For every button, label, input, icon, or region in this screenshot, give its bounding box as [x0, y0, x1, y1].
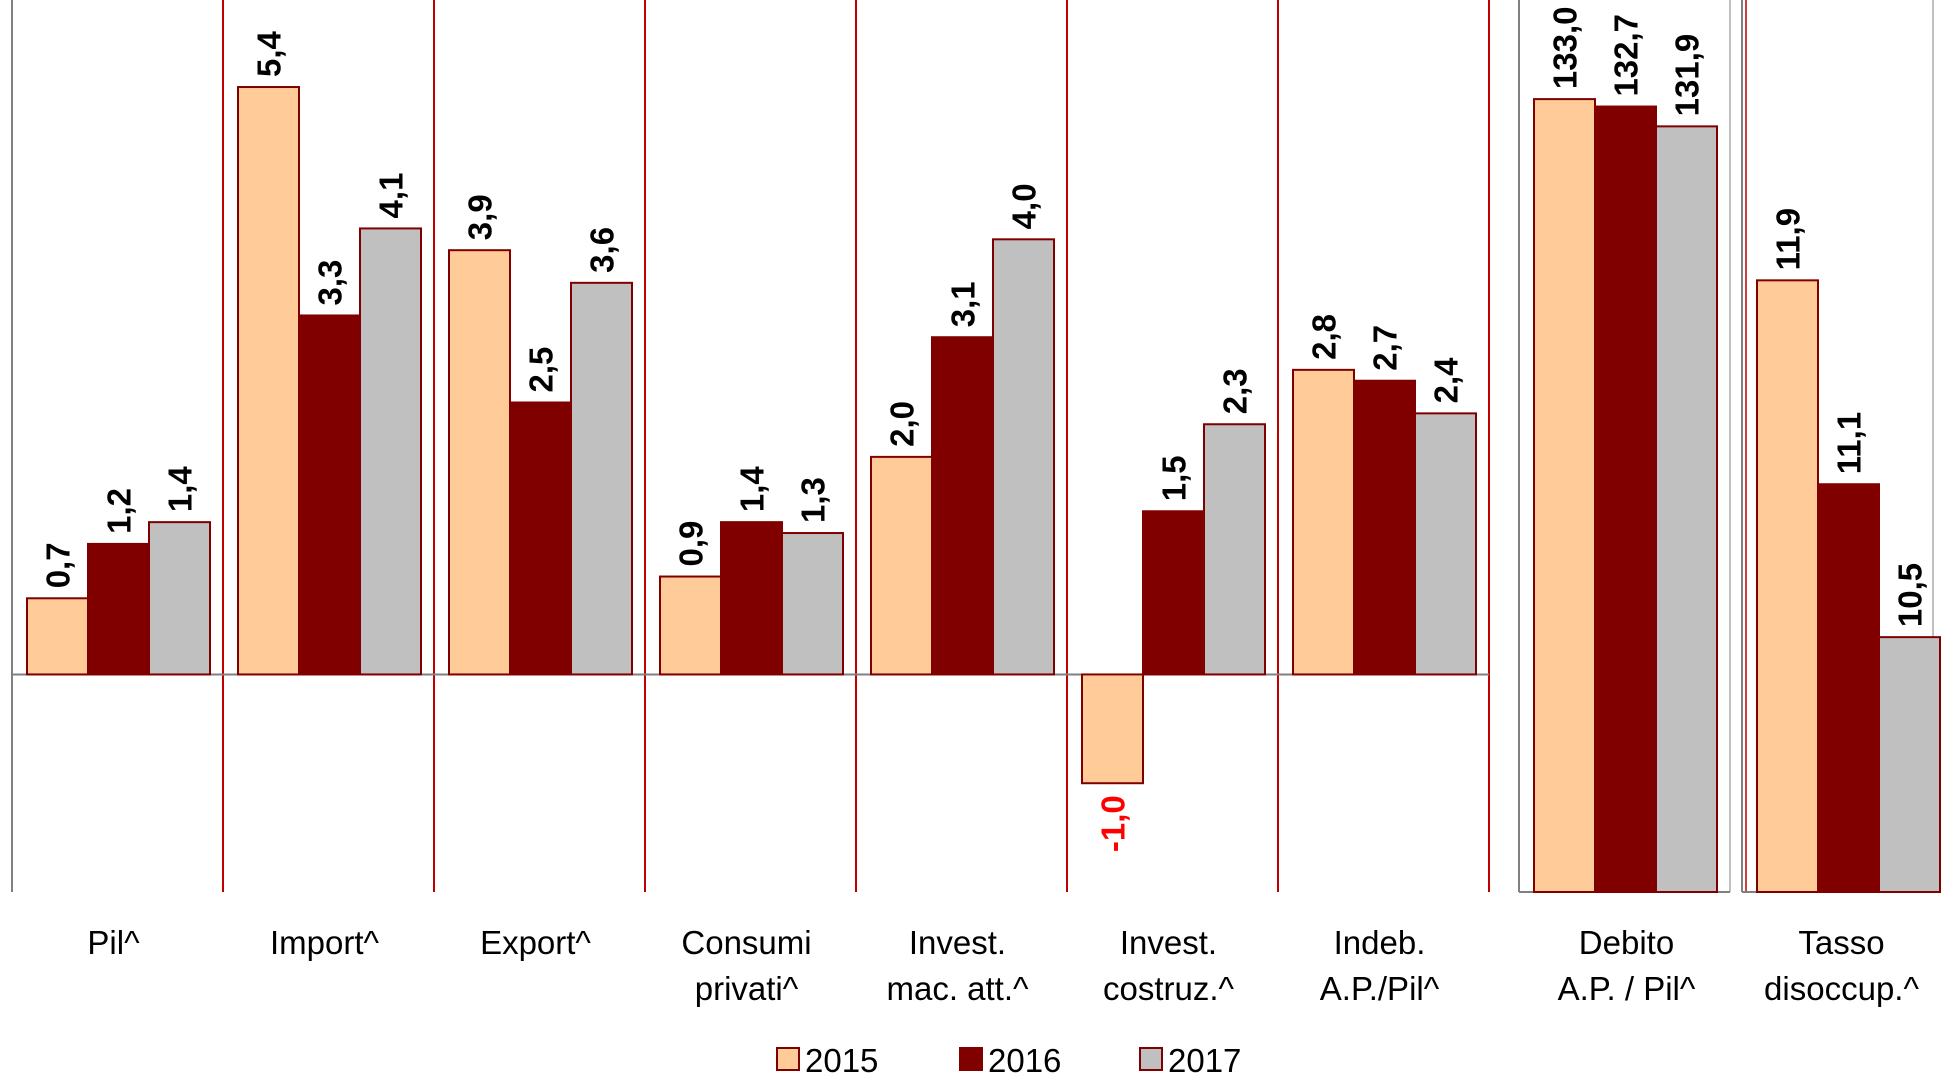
- bar-2017: [359, 227, 422, 676]
- bar-2017: [1414, 412, 1477, 676]
- data-label: 5,4: [251, 31, 288, 78]
- data-label: 1,4: [162, 466, 199, 513]
- x-tick-label: Import^: [270, 924, 380, 961]
- data-label: 1,3: [795, 477, 832, 523]
- bar-2017: [1655, 125, 1718, 894]
- x-tick-label: Export^: [480, 924, 591, 961]
- data-label: 2,7: [1367, 325, 1404, 371]
- bar-2017: [781, 532, 844, 676]
- data-label: 1,2: [101, 488, 138, 534]
- bar-2016: [720, 521, 783, 676]
- data-label: 132,7: [1608, 14, 1645, 97]
- legend-label: 2017: [1168, 1042, 1241, 1079]
- bar-2015: [1081, 673, 1144, 785]
- x-tick-label: disoccup.^: [1764, 970, 1919, 1007]
- data-label: 2,5: [523, 347, 560, 393]
- x-tick-label: A.P./Pil^: [1320, 970, 1440, 1007]
- bar-2016: [87, 542, 150, 676]
- legend-label: 2015: [805, 1042, 878, 1079]
- data-label: 131,9: [1669, 34, 1706, 117]
- bar-2016: [1142, 510, 1205, 676]
- bar-2017: [570, 281, 633, 676]
- bar-2016: [1353, 379, 1416, 676]
- data-label: 3,3: [312, 260, 349, 306]
- x-tick-label: Pil^: [87, 924, 140, 961]
- x-tick-label: A.P. / Pil^: [1558, 970, 1696, 1007]
- data-label: 11,9: [1770, 208, 1807, 270]
- bar-2016: [1594, 105, 1657, 894]
- bar-2017: [148, 521, 211, 676]
- x-tick-label: Tasso: [1798, 924, 1884, 961]
- data-label: 2,8: [1306, 314, 1343, 360]
- data-label: 133,0: [1547, 7, 1584, 90]
- data-label: 2,0: [884, 401, 921, 447]
- bar-2015: [659, 575, 722, 676]
- x-tick-label: Debito: [1579, 924, 1674, 961]
- data-label: 1,5: [1156, 455, 1193, 501]
- data-label: 0,9: [673, 521, 710, 567]
- data-label: 4,1: [373, 173, 410, 219]
- x-tick-label: Invest.: [1120, 924, 1217, 961]
- bar-2015: [870, 455, 933, 676]
- bar-2016: [298, 314, 361, 676]
- legend-swatch: [776, 1047, 800, 1071]
- data-label: 0,7: [40, 542, 77, 588]
- x-tick-label: costruz.^: [1103, 970, 1235, 1007]
- data-label: 2,4: [1428, 357, 1465, 404]
- data-label: -1,0: [1095, 795, 1132, 852]
- x-tick-label: Consumi: [681, 924, 811, 961]
- legend-label: 2016: [988, 1042, 1061, 1079]
- bar-2015: [26, 597, 89, 676]
- bar-2015: [237, 86, 300, 676]
- bar-2016: [931, 336, 994, 676]
- data-label: 10,5: [1892, 563, 1929, 627]
- data-label: 3,9: [462, 194, 499, 240]
- bar-2015: [448, 249, 511, 676]
- legend-swatch: [959, 1047, 983, 1071]
- data-label: 4,0: [1006, 183, 1043, 229]
- bar-2017: [1878, 636, 1941, 894]
- bar-2015: [1292, 368, 1355, 676]
- data-label: 2,3: [1217, 368, 1254, 414]
- x-tick-label: Invest.: [909, 924, 1006, 961]
- x-tick-label: Indeb.: [1334, 924, 1426, 961]
- data-label: 3,6: [584, 227, 621, 273]
- data-label: 11,1: [1831, 412, 1868, 474]
- legend-swatch: [1139, 1047, 1163, 1071]
- x-tick-label: privati^: [695, 970, 799, 1007]
- bar-2015: [1533, 98, 1596, 894]
- bar-2017: [992, 238, 1055, 676]
- bar-2015: [1756, 279, 1819, 894]
- bar-2016: [1817, 483, 1880, 893]
- data-label: 1,4: [734, 466, 771, 513]
- data-label: 3,1: [945, 281, 982, 327]
- bar-2017: [1203, 423, 1266, 676]
- x-tick-label: mac. att.^: [886, 970, 1029, 1007]
- bar-2016: [509, 401, 572, 676]
